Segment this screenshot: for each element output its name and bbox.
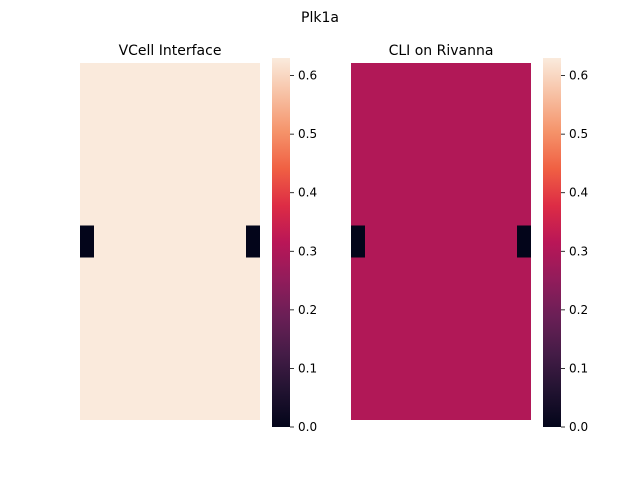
heatmap-cell-hole xyxy=(517,225,531,258)
colorbar-gradient xyxy=(272,58,290,427)
heatmap-cell-hole xyxy=(80,225,94,258)
figure-suptitle: Plk1a xyxy=(301,10,339,26)
colorbar-tick-label: 0.6 xyxy=(569,69,588,83)
heatmap-background-cells xyxy=(80,63,260,420)
panel-title: VCell Interface xyxy=(119,43,222,59)
heatmap-panel-cli: CLI on Rivanna 0.0 0.1 0.2 0.3 0.4 0.5 0.6 xyxy=(351,43,588,434)
colorbar-tick-label: 0.5 xyxy=(298,127,317,141)
colorbar-tick-label: 0.2 xyxy=(569,303,588,317)
heatmap-cells xyxy=(80,63,260,420)
colorbar-tick-label: 0.4 xyxy=(298,186,317,200)
colorbar-tick-label: 0.0 xyxy=(569,420,588,434)
heatmap-cells xyxy=(351,63,531,420)
panel-title: CLI on Rivanna xyxy=(389,43,494,59)
colorbar-tick-label: 0.5 xyxy=(569,127,588,141)
colorbar: 0.0 0.1 0.2 0.3 0.4 0.5 0.6 xyxy=(272,58,317,434)
colorbar-tick-label: 0.1 xyxy=(569,361,588,375)
colorbar-tick-label: 0.3 xyxy=(298,244,317,258)
colorbar-tick-label: 0.6 xyxy=(298,69,317,83)
colorbar-tick-label: 0.0 xyxy=(298,420,317,434)
colorbar-tick-label: 0.2 xyxy=(298,303,317,317)
heatmap-panel-vcell: VCell Interface 0.0 0.1 0.2 0.3 0.4 0.5 0.6 xyxy=(80,43,317,434)
colorbar-gradient xyxy=(543,58,561,427)
colorbar: 0.0 0.1 0.2 0.3 0.4 0.5 0.6 xyxy=(543,58,588,434)
heatmap-cell-hole xyxy=(351,225,365,258)
heatmap-cell-hole xyxy=(246,225,260,258)
colorbar-tick-label: 0.4 xyxy=(569,186,588,200)
colorbar-tick-label: 0.3 xyxy=(569,244,588,258)
heatmap-background-cells xyxy=(351,63,531,420)
colorbar-tick-label: 0.1 xyxy=(298,361,317,375)
